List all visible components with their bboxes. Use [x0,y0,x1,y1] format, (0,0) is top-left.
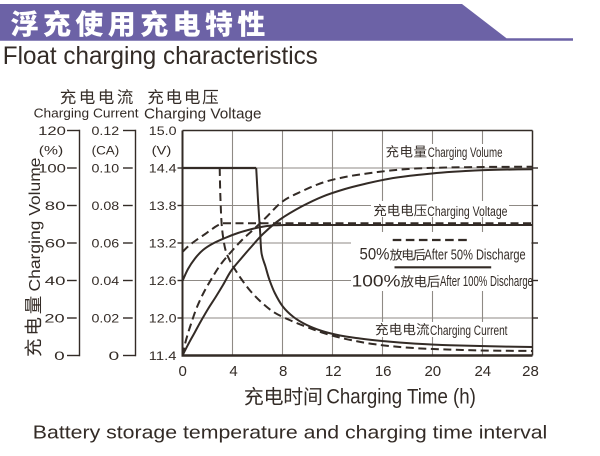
svg-text:60: 60 [45,236,66,250]
svg-text:16: 16 [375,363,392,380]
svg-text:100%: 100% [352,271,401,290]
svg-text:Charging Current: Charging Current [430,323,508,338]
svg-text:Charging Time (h): Charging Time (h) [326,384,476,408]
svg-text:(CA): (CA) [92,143,120,157]
svg-text:After 100% Discharge: After 100% Discharge [440,273,533,290]
svg-text:80: 80 [45,199,66,213]
svg-text:8: 8 [279,363,287,380]
svg-text:0.02: 0.02 [92,311,120,325]
svg-text:Charging Voltage: Charging Voltage [427,204,507,219]
svg-text:14.4: 14.4 [149,161,177,175]
svg-text:11.4: 11.4 [149,349,177,363]
svg-text:100: 100 [38,161,66,175]
svg-text:0: 0 [109,349,120,363]
svg-text:Charging Volume: Charging Volume [428,145,503,160]
svg-text:0: 0 [54,349,65,363]
svg-text:12: 12 [325,363,342,380]
svg-text:20: 20 [44,311,65,325]
svg-text:12.0: 12.0 [149,311,177,325]
svg-text:0.12: 0.12 [92,124,120,138]
svg-text:Battery storage temperature an: Battery storage temperature and charging… [33,422,548,443]
svg-text:After 50% Discharge: After 50% Discharge [424,246,525,263]
svg-text:13.2: 13.2 [149,236,177,250]
svg-text:Charging Volume: Charging Volume [27,158,44,292]
svg-text:(%): (%) [39,143,63,157]
svg-text:120: 120 [38,124,66,138]
svg-text:Charging Voltage: Charging Voltage [144,106,262,123]
svg-text:0.04: 0.04 [92,274,120,288]
svg-text:0.08: 0.08 [92,199,120,213]
svg-text:40: 40 [45,274,66,288]
svg-text:12.6: 12.6 [149,274,177,288]
svg-text:0.06: 0.06 [92,236,120,250]
svg-text:Charging Current: Charging Current [34,106,139,121]
svg-text:Float charging characteristics: Float charging characteristics [3,42,318,70]
svg-text:15.0: 15.0 [149,124,177,138]
svg-text:4: 4 [229,363,237,380]
svg-text:0: 0 [179,363,187,380]
svg-text:28: 28 [522,363,539,380]
svg-text:0.10: 0.10 [92,161,120,175]
svg-text:24: 24 [474,363,491,380]
svg-text:50%: 50% [360,244,390,263]
svg-text:20: 20 [424,363,441,380]
svg-text:13.8: 13.8 [149,199,177,213]
svg-text:(V): (V) [152,143,172,157]
